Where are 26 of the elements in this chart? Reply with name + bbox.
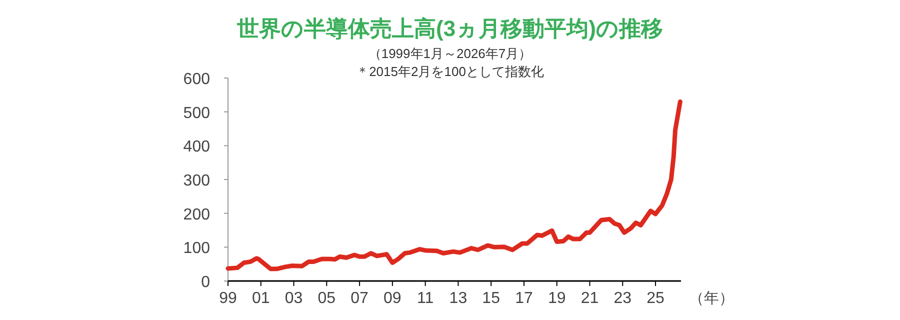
y-tick-label: 100: [183, 240, 210, 258]
y-tick-label: 400: [183, 138, 210, 156]
y-tick-label: 500: [183, 104, 210, 122]
y-tick-label: 300: [183, 172, 210, 190]
y-tick-label: 0: [201, 274, 210, 291]
x-tick-label: 13: [449, 290, 468, 307]
x-tick-label: 05: [318, 290, 336, 307]
x-tick-label: 23: [614, 290, 632, 307]
x-tick-label: 11: [417, 290, 434, 307]
annotation: ＊2015年2月を100として指数化: [356, 64, 544, 79]
chart-title: 世界の半導体売上高(3ヵ月移動平均)の推移: [236, 16, 663, 41]
x-tick-label: 01: [252, 290, 270, 307]
x-tick-label: 15: [482, 290, 500, 307]
x-tick-label: 25: [646, 290, 665, 307]
y-tick-label: 600: [183, 71, 210, 88]
x-axis-title: （年）: [689, 290, 734, 307]
x-tick-label: 17: [515, 290, 533, 307]
x-tick-label: 09: [384, 290, 402, 307]
x-tick-label: 99: [219, 290, 237, 307]
chart-subtitle: （1999年1月～2026年7月）: [368, 46, 532, 61]
x-tick-label: 21: [580, 290, 599, 307]
x-tick-label: 07: [350, 290, 369, 307]
x-tick-label: 19: [548, 290, 566, 307]
x-tick-label: 03: [284, 290, 303, 307]
line-series: [226, 99, 682, 272]
y-tick-label: 200: [183, 206, 210, 224]
